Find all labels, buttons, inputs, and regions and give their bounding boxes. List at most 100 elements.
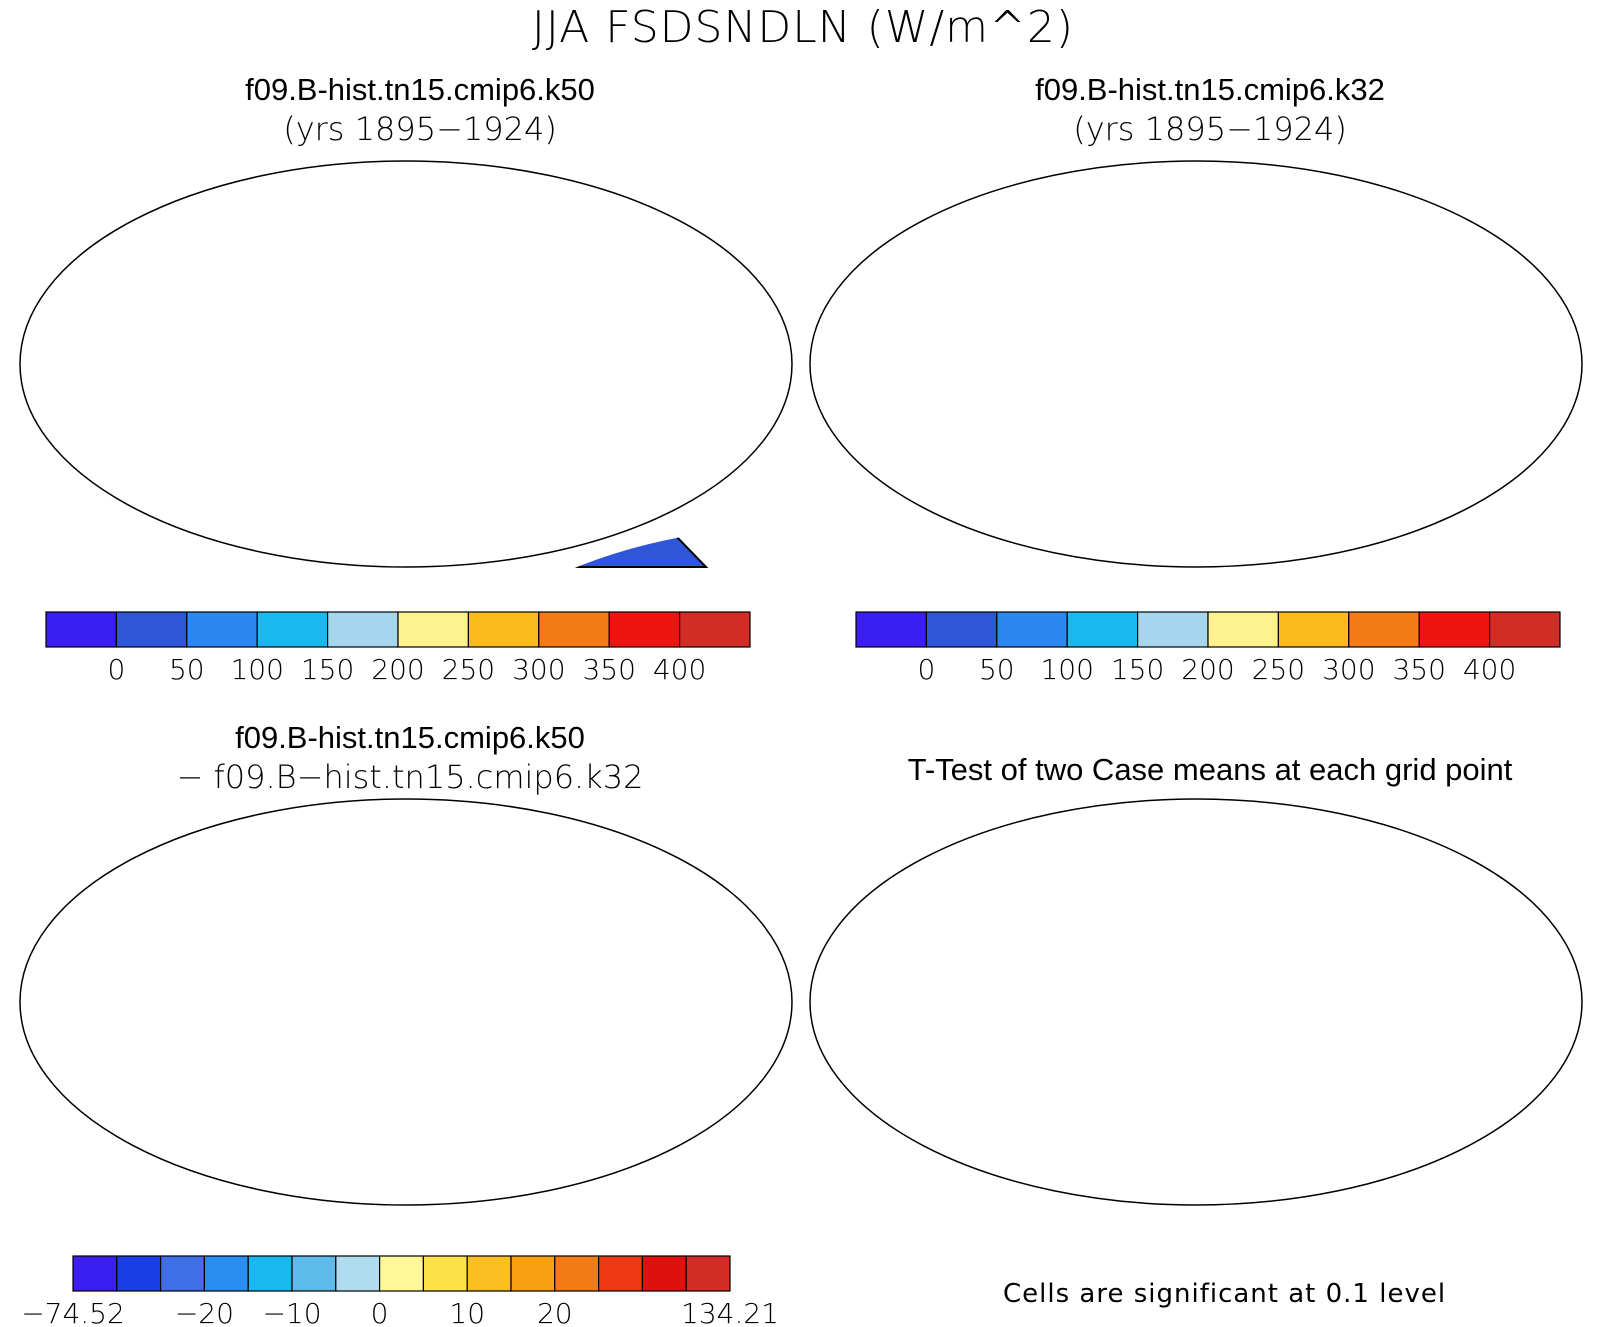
colorbar-tick-label: −74.52 (21, 1297, 125, 1327)
colorbar-tick-label: 200 (1181, 653, 1234, 686)
colorbar-swatch (203, 1255, 249, 1292)
colorbar-tick-label: 20 (537, 1297, 573, 1327)
shading-patch (219, 1052, 243, 1112)
shading-patch (1419, 444, 1463, 460)
coastline (106, 1152, 706, 1205)
shading-patch (476, 862, 596, 942)
shading-patch (924, 917, 948, 967)
land-eurasia (1161, 822, 1486, 972)
colorbar-tick-label: 150 (301, 653, 354, 686)
land-central-america (956, 954, 1028, 994)
colorbar-tick-label: 100 (1040, 653, 1093, 686)
coastline (206, 334, 316, 504)
panel-subtitle-text: (yrs 1895−1924) (283, 110, 557, 148)
shading-patch (1206, 842, 1426, 922)
shading-patch (1206, 379, 1266, 439)
coastline (896, 196, 1086, 339)
colorbar-tick-label: 250 (1252, 653, 1305, 686)
land-greenland (1078, 184, 1141, 226)
panel-subtitle-text: − f09.B−hist.tn15.cmip6.k32 (176, 758, 644, 796)
land-greenland-island (416, 817, 466, 842)
coastline (1136, 912, 1294, 1080)
shading-patch (1016, 464, 1040, 504)
colorbar-tick-label: 134.21 (681, 1297, 779, 1327)
coastline (611, 389, 691, 464)
shading-patch (111, 200, 191, 228)
colorbar-tick-label: 10 (449, 1297, 485, 1327)
colorbar-swatch (855, 611, 928, 648)
land-north-america (106, 196, 296, 339)
land-north-america (896, 834, 1086, 977)
land-eurasia (1161, 184, 1486, 334)
shading-patch (1171, 344, 1261, 368)
shading-patch (631, 1037, 681, 1077)
coastline (346, 274, 504, 442)
land-eurasia (371, 822, 696, 972)
shading-patch (212, 329, 240, 369)
coastline (1401, 389, 1481, 464)
shading-patch (1216, 922, 1276, 1002)
land-south-america (996, 334, 1106, 504)
panel-title-difference: f09.B-hist.tn15.cmip6.k50 − f09.B−hist.t… (20, 720, 800, 796)
colorbar-swatch (1066, 611, 1139, 648)
colorbar-swatch (160, 1255, 206, 1292)
colorbar-swatch (510, 1255, 556, 1292)
colorbar-swatch (45, 611, 118, 648)
coastline (896, 834, 1086, 977)
colorbar-tick-label: −20 (175, 1297, 234, 1327)
coastline (166, 316, 238, 356)
panel-title-text: f09.B-hist.tn15.cmip6.k32 (1035, 72, 1385, 107)
coastline (896, 514, 1496, 567)
coastline (956, 316, 1028, 356)
colorbar-swatch (641, 1255, 687, 1292)
shading-patch (631, 396, 681, 432)
land-africa (346, 912, 504, 1080)
colorbar-swatch (538, 611, 610, 648)
panel-title-text: T-Test of two Case means at each grid po… (907, 752, 1513, 787)
coastline (1078, 822, 1141, 864)
coastline (896, 1152, 1496, 1205)
shading-patch (1221, 1022, 1251, 1062)
colorbar-swatch (678, 611, 751, 648)
coastline (416, 817, 466, 842)
panel-title-k50: f09.B-hist.tn15.cmip6.k50 (yrs 1895−1924… (40, 72, 800, 148)
land-australia (611, 1027, 691, 1102)
coastline (1161, 822, 1486, 972)
shading-patch (566, 186, 686, 206)
shading-patch (118, 922, 154, 972)
shading-patch (231, 987, 291, 1037)
colorbar-tick-label: 0 (107, 653, 125, 686)
shading-patch (226, 464, 250, 504)
colorbar-swatch (335, 1255, 381, 1292)
colorbar-swatch (554, 1255, 600, 1292)
coastline (206, 972, 316, 1142)
land-greenland-island (1206, 817, 1256, 842)
colorbar-swatch (466, 1255, 512, 1292)
colorbar-swatch (327, 611, 399, 648)
colorbar-swatch (597, 1255, 643, 1292)
map-border (809, 798, 1583, 1206)
shading-patch (1171, 964, 1241, 1000)
shading-patch (1021, 992, 1071, 1032)
land-south-america (206, 972, 316, 1142)
shading-patch (386, 830, 466, 854)
shading-patch (1356, 830, 1456, 854)
land-antarctica (896, 1152, 1496, 1205)
shading-patch (421, 947, 471, 1017)
colorbar-swatch (397, 611, 470, 648)
land-greenland (1078, 822, 1141, 864)
shading-patch (236, 356, 306, 412)
land-central-america (166, 954, 238, 994)
colorbar-swatch (1348, 611, 1420, 648)
land-africa (1136, 912, 1294, 1080)
map-border (809, 160, 1583, 568)
shading-patch (911, 241, 991, 317)
colorbar-tick-label: 0 (371, 1297, 389, 1327)
shading-patch (151, 887, 221, 927)
colorbar-tick-label: 300 (512, 653, 565, 686)
coastline (611, 1027, 691, 1102)
coastline (106, 196, 296, 339)
panel-subtitle-text: (yrs 1895−1924) (1073, 110, 1347, 148)
coastline (996, 972, 1106, 1142)
